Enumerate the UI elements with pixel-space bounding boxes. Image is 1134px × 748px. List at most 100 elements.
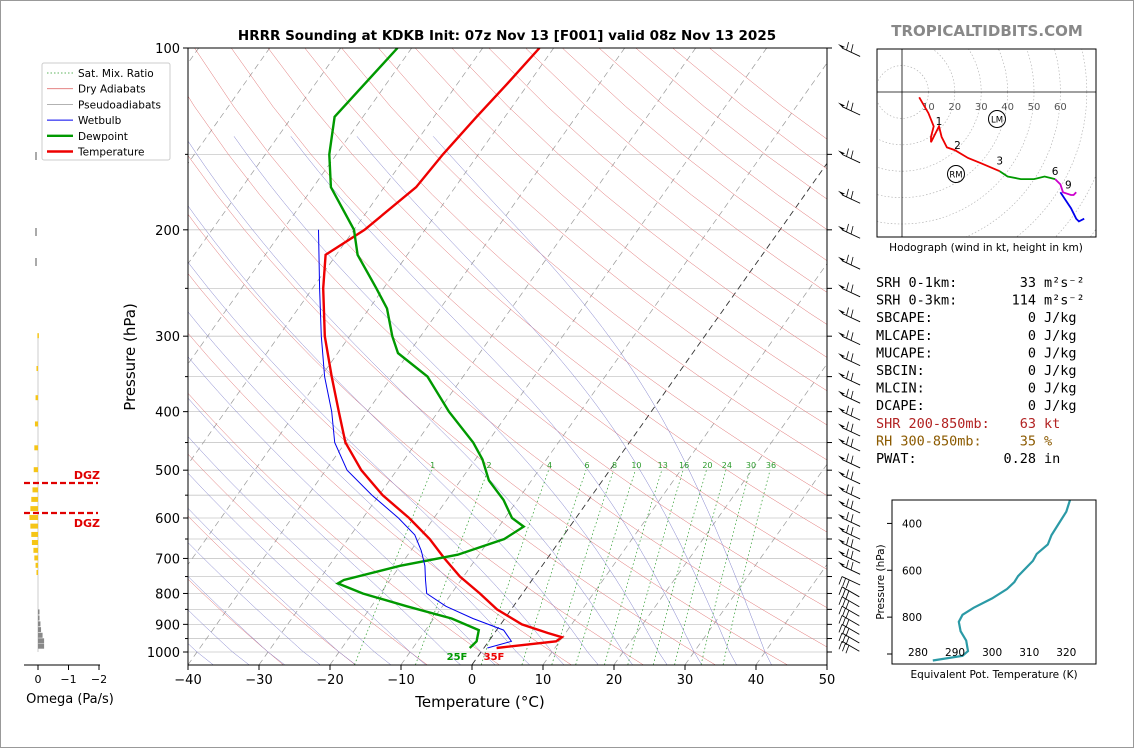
index-unit: J/kg xyxy=(1044,363,1077,379)
thetae-x-tick-label: 280 xyxy=(908,647,928,659)
wind-barb-feather xyxy=(838,606,843,615)
wind-barb-feather xyxy=(846,388,849,397)
wind-barb-staff xyxy=(841,596,860,608)
wind-barb-feather xyxy=(850,438,854,447)
wind-barb xyxy=(838,498,861,514)
moist-adiabat xyxy=(188,311,530,665)
hodograph-ring-label: 50 xyxy=(1028,102,1041,113)
surface-dewpoint-label: 25F xyxy=(447,652,468,663)
wind-barb-feather xyxy=(846,498,849,507)
dry-adiabat xyxy=(194,48,827,609)
omega-label: Omega (Pa/s) xyxy=(26,692,114,707)
wind-barb xyxy=(838,388,861,404)
dry-adiabat xyxy=(188,332,572,665)
moist-adiabat xyxy=(188,140,633,665)
wetbulb-profile xyxy=(318,229,513,649)
p-tick-label: 700 xyxy=(155,552,180,567)
wind-barb-feather xyxy=(850,561,854,571)
p-tick-label: 600 xyxy=(155,512,180,527)
x-tick-label: 0 xyxy=(468,673,476,688)
index-unit: m²s⁻² xyxy=(1044,293,1085,309)
skewt-profiles xyxy=(318,48,565,650)
wind-barb xyxy=(838,330,861,346)
mixing-ratio-label: 6 xyxy=(584,461,589,470)
wind-barb xyxy=(838,282,861,298)
omega-bar xyxy=(38,643,45,649)
omega-bar xyxy=(35,562,38,568)
omega-bar xyxy=(30,506,38,512)
omega-bar xyxy=(38,615,40,621)
omega-bar xyxy=(38,609,40,615)
wind-barb-feather xyxy=(842,608,846,617)
wind-barb-feather xyxy=(850,514,854,523)
mixing-ratio-label: 8 xyxy=(612,461,617,470)
omega-bar xyxy=(36,570,38,576)
wind-barb-feather xyxy=(846,484,849,493)
p-tick-label: 200 xyxy=(155,224,180,239)
mixing-ratio-label: 1 xyxy=(430,461,435,470)
wind-barb-feather xyxy=(850,44,854,53)
wind-barb xyxy=(838,254,861,270)
dry-adiabat xyxy=(415,48,827,392)
wind-barb xyxy=(838,548,861,564)
index-unit: in xyxy=(1044,451,1060,467)
dry-adiabat xyxy=(451,48,827,358)
watermark: TROPICALTIDBITS.COM xyxy=(891,22,1083,40)
wind-barb-feather xyxy=(838,641,843,650)
legend-label: Temperature xyxy=(77,147,145,159)
mixing-ratio-line xyxy=(604,470,663,665)
hodograph-ring-label: 40 xyxy=(1001,102,1014,113)
index-unit: % xyxy=(1044,433,1052,449)
wind-barb xyxy=(838,436,861,452)
hodograph-frame xyxy=(876,48,1097,238)
moist-adiabat xyxy=(188,436,426,665)
thetae-ylabel: Pressure (hPa) xyxy=(875,544,887,619)
wind-barb-flag xyxy=(838,514,845,519)
index-unit: m²s⁻² xyxy=(1044,275,1085,291)
wind-barb-feather xyxy=(842,578,846,587)
mixing-ratio-line xyxy=(551,470,614,665)
wind-barb xyxy=(838,596,860,609)
omega-x-tick-label: −2 xyxy=(91,673,107,686)
wind-barb-flag xyxy=(838,332,845,337)
mixing-ratio-label: 36 xyxy=(766,461,776,470)
index-name: DCAPE: xyxy=(876,398,925,414)
wind-barb xyxy=(838,307,861,323)
omega-bar xyxy=(35,395,38,401)
wind-barb-feather xyxy=(842,598,846,607)
p-tick-label: 500 xyxy=(155,464,180,479)
mixing-ratio-line xyxy=(700,470,751,665)
wind-barb-flag xyxy=(838,526,845,531)
wind-barb-flag xyxy=(838,471,845,476)
wind-barb xyxy=(838,188,861,204)
wind-barb-staff xyxy=(841,615,860,626)
wind-barb-feather xyxy=(846,524,849,534)
isotherm-line xyxy=(542,263,827,665)
wind-barb xyxy=(838,42,861,57)
omega-panel: DGZ DGZ 0 −1 −2 xyxy=(24,152,107,686)
wind-barb-flag xyxy=(838,372,845,377)
omega-bar xyxy=(34,445,38,451)
thetae-plot xyxy=(932,500,1072,662)
figure-title: HRRR Sounding at KDKB Init: 07z Nov 13 [… xyxy=(238,28,776,44)
wind-barb-feather xyxy=(838,624,843,633)
isotherm-line xyxy=(329,48,767,665)
wind-barb-feather xyxy=(846,351,849,360)
p-tick-label: 300 xyxy=(155,330,180,345)
wind-barb-feather xyxy=(846,559,849,569)
wind-barb xyxy=(838,351,861,367)
omega-bar xyxy=(38,627,42,633)
wind-barb-feather xyxy=(842,643,846,652)
legend-label: Pseudoadiabats xyxy=(78,99,161,111)
x-tick-label: 10 xyxy=(535,673,552,688)
thetae-x-tick-label: 290 xyxy=(945,647,965,659)
hodograph-height-marker: 9 xyxy=(1065,179,1072,191)
wind-barb-staff xyxy=(841,565,861,575)
omega-bar xyxy=(36,366,38,372)
index-name: SRH 0-1km: xyxy=(876,275,957,291)
wind-barb-feather xyxy=(846,42,849,51)
x-tick-label: −30 xyxy=(245,673,272,688)
wind-barb xyxy=(838,640,860,654)
index-unit: J/kg xyxy=(1044,345,1077,361)
